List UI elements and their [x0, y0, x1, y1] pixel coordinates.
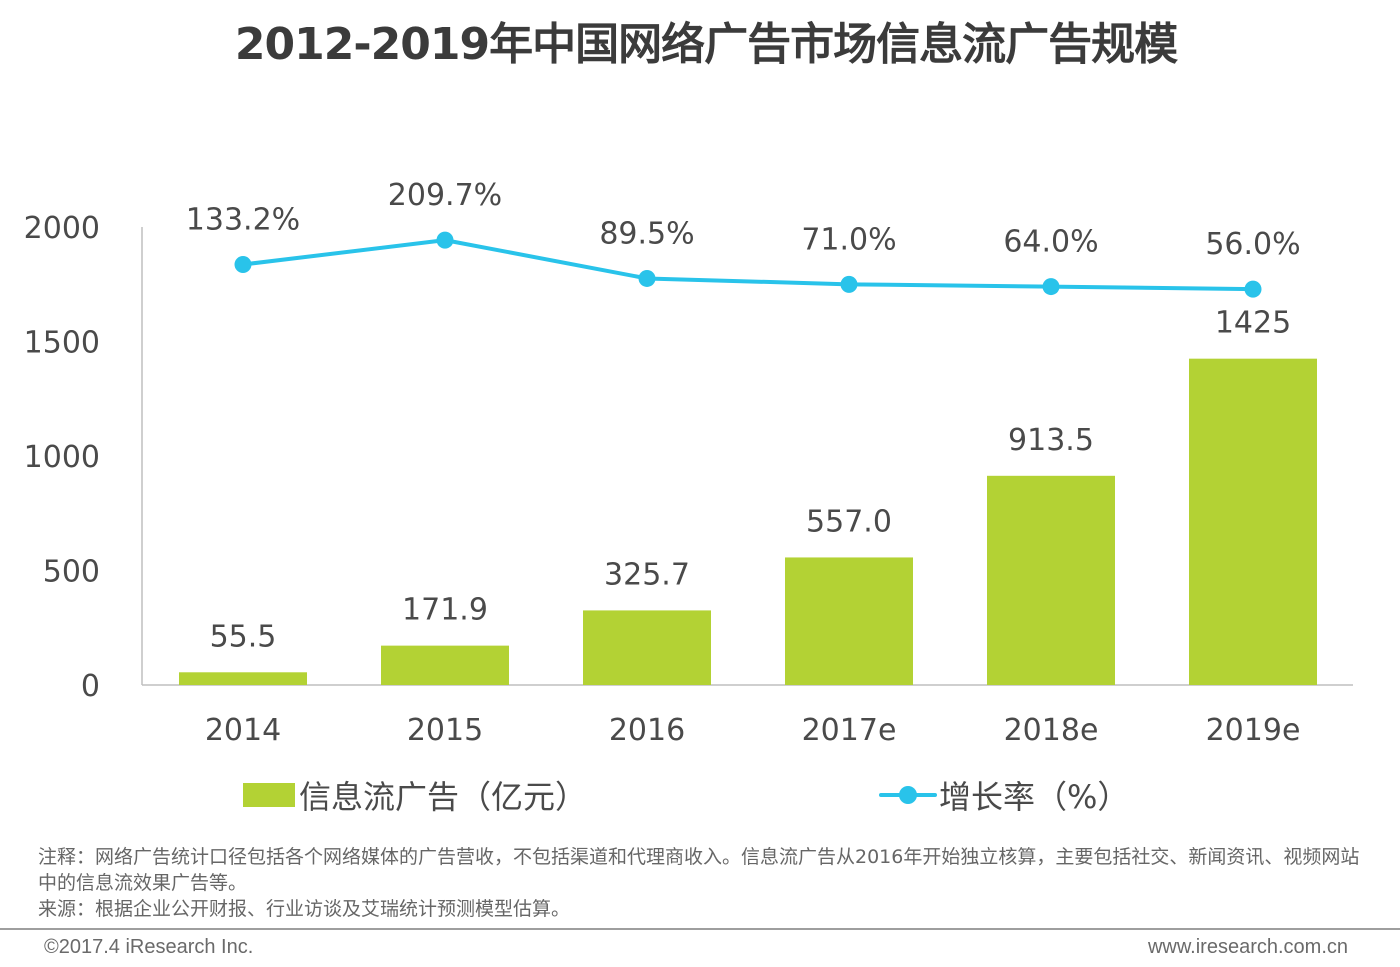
- x-tick-label: 2017e: [802, 713, 897, 748]
- bar-data-label: 557.0: [806, 504, 892, 539]
- y-tick-label: 0: [81, 669, 100, 704]
- legend-line-label: 增长率（%）: [939, 778, 1130, 816]
- growth-line-series: [234, 231, 1262, 298]
- growth-marker: [1042, 278, 1060, 296]
- bar: [179, 672, 307, 685]
- y-tick-label: 1500: [24, 326, 100, 361]
- growth-data-label: 64.0%: [1003, 225, 1098, 260]
- bar-data-label: 171.9: [402, 593, 488, 628]
- bar: [583, 610, 711, 685]
- growth-data-label: 209.7%: [388, 178, 502, 213]
- legend-line-marker-icon: [879, 783, 937, 807]
- bar: [987, 475, 1115, 685]
- footer-divider: [0, 928, 1400, 930]
- y-tick-label: 500: [43, 555, 100, 590]
- growth-data-label: 71.0%: [801, 222, 896, 257]
- growth-data-label: 133.2%: [186, 203, 300, 238]
- legend-bar-label: 信息流广告（亿元）: [299, 778, 588, 816]
- y-tick-label: 1000: [24, 440, 100, 475]
- bar-data-label: 55.5: [210, 619, 277, 654]
- x-tick-label: 2016: [609, 713, 685, 748]
- footnote-note: 注释：网络广告统计口径包括各个网络媒体的广告营收，不包括渠道和代理商收入。信息流…: [38, 846, 1360, 894]
- bar-data-label: 1425: [1215, 306, 1291, 341]
- x-tick-label: 2014: [205, 713, 281, 748]
- growth-data-label: 89.5%: [599, 216, 694, 251]
- bar-data-label: 325.7: [604, 557, 690, 592]
- bar: [1189, 358, 1317, 685]
- footnote: 注释：网络广告统计口径包括各个网络媒体的广告营收，不包括渠道和代理商收入。信息流…: [38, 844, 1378, 922]
- bar: [381, 645, 509, 685]
- bar-data-labels: 55.5 171.9 325.7 557.0 913.5 1425: [210, 306, 1292, 655]
- bar: [785, 557, 913, 685]
- copyright-text: ©2017.4 iResearch Inc.: [44, 936, 254, 958]
- x-tick-label: 2018e: [1004, 713, 1099, 748]
- growth-marker: [1244, 280, 1262, 298]
- growth-marker: [638, 269, 656, 287]
- growth-data-label: 56.0%: [1205, 227, 1300, 262]
- growth-data-labels: 133.2% 209.7% 89.5% 71.0% 64.0% 56.0%: [186, 178, 1301, 262]
- chart-title: 2012-2019年中国网络广告市场信息流广告规模: [234, 19, 1178, 70]
- growth-marker: [234, 256, 252, 274]
- legend-item-line: 增长率（%）: [879, 772, 1129, 818]
- growth-marker: [436, 231, 454, 249]
- x-tick-label: 2015: [407, 713, 483, 748]
- growth-marker: [840, 275, 858, 293]
- footnote-source: 来源：根据企业公开财报、行业访谈及艾瑞统计预测模型估算。: [38, 898, 571, 920]
- growth-line: [242, 238, 1254, 292]
- y-axis: 0 500 1000 1500 2000: [24, 211, 143, 704]
- x-axis: 2014 2015 2016 2017e 2018e 2019e: [142, 684, 1353, 748]
- bar-series: [179, 358, 1317, 685]
- bar-data-label: 913.5: [1008, 423, 1094, 458]
- legend-item-bar: 信息流广告（亿元）: [243, 772, 587, 818]
- y-tick-label: 2000: [24, 211, 100, 246]
- legend-bar-swatch-icon: [243, 783, 295, 807]
- x-tick-label: 2019e: [1206, 713, 1301, 748]
- website-link[interactable]: www.iresearch.com.cn: [1147, 936, 1348, 958]
